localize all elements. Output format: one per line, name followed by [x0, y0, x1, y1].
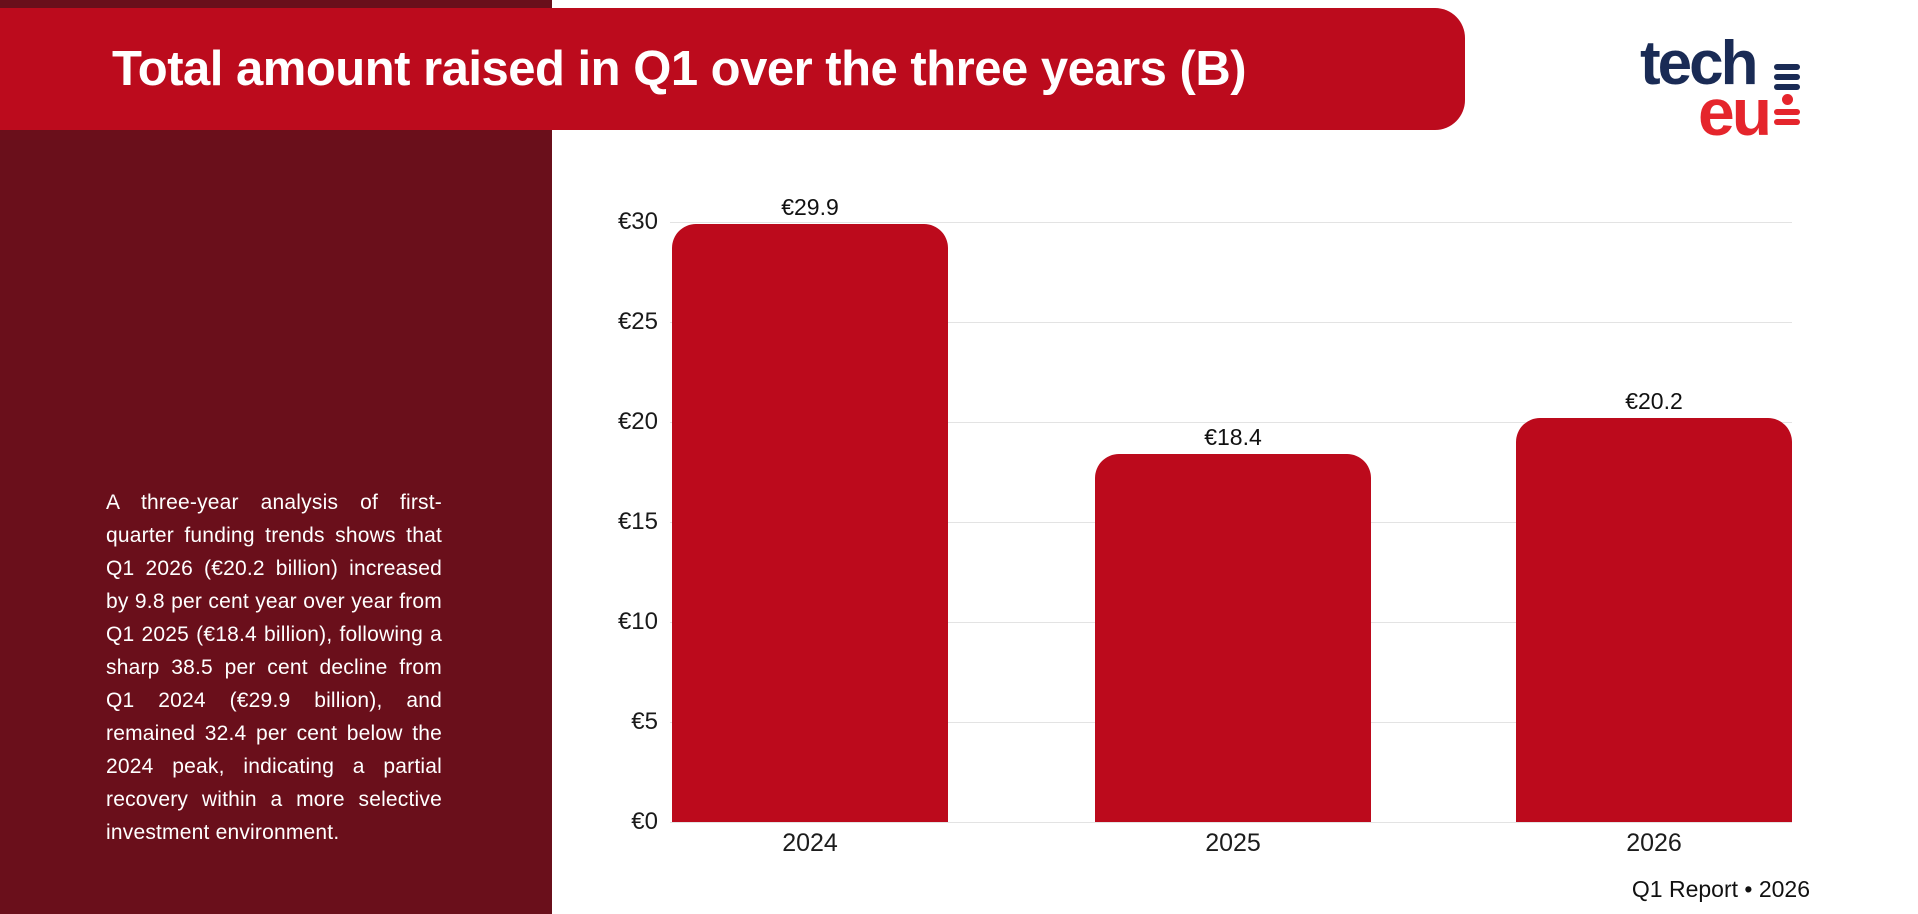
bar-value-label: €29.9	[781, 194, 839, 220]
techeu-logo: tech eu	[1640, 28, 1830, 149]
gridline-0	[670, 822, 1792, 823]
x-axis-tick-label: 2024	[782, 829, 838, 857]
logo-dot-dashes-icon	[1772, 64, 1802, 129]
page-title: Total amount raised in Q1 over the three…	[112, 42, 1247, 96]
sidebar: A three-year analysis of first-quarter f…	[0, 0, 552, 914]
x-axis-tick-label: 2026	[1626, 829, 1682, 857]
bar-2026	[1516, 418, 1792, 822]
footer-caption: Q1 Report • 2026	[1631, 876, 1810, 902]
analysis-paragraph: A three-year analysis of first-quarter f…	[106, 491, 442, 844]
y-axis-tick-label: €30	[617, 208, 658, 235]
y-axis-tick-label: €20	[617, 408, 658, 435]
y-axis-tick-label: €10	[617, 608, 658, 635]
gridline-25	[670, 322, 1792, 323]
title-banner: Total amount raised in Q1 over the three…	[0, 8, 1465, 130]
gridline-30	[670, 222, 1792, 223]
gridline-20	[670, 422, 1792, 423]
bar-2024	[672, 224, 948, 822]
y-axis-tick-label: €0	[631, 808, 658, 835]
bar-2025	[1095, 454, 1371, 822]
bar-value-label: €18.4	[1204, 424, 1262, 450]
logo-text-tech: tech	[1640, 29, 1758, 98]
y-axis-tick-label: €5	[631, 708, 658, 735]
x-axis-tick-label: 2025	[1205, 829, 1261, 857]
y-axis-tick-label: €15	[617, 508, 658, 535]
y-axis-tick-label: €25	[617, 308, 658, 335]
bar-value-label: €20.2	[1625, 388, 1683, 414]
logo-text-eu: eu	[1698, 75, 1772, 149]
